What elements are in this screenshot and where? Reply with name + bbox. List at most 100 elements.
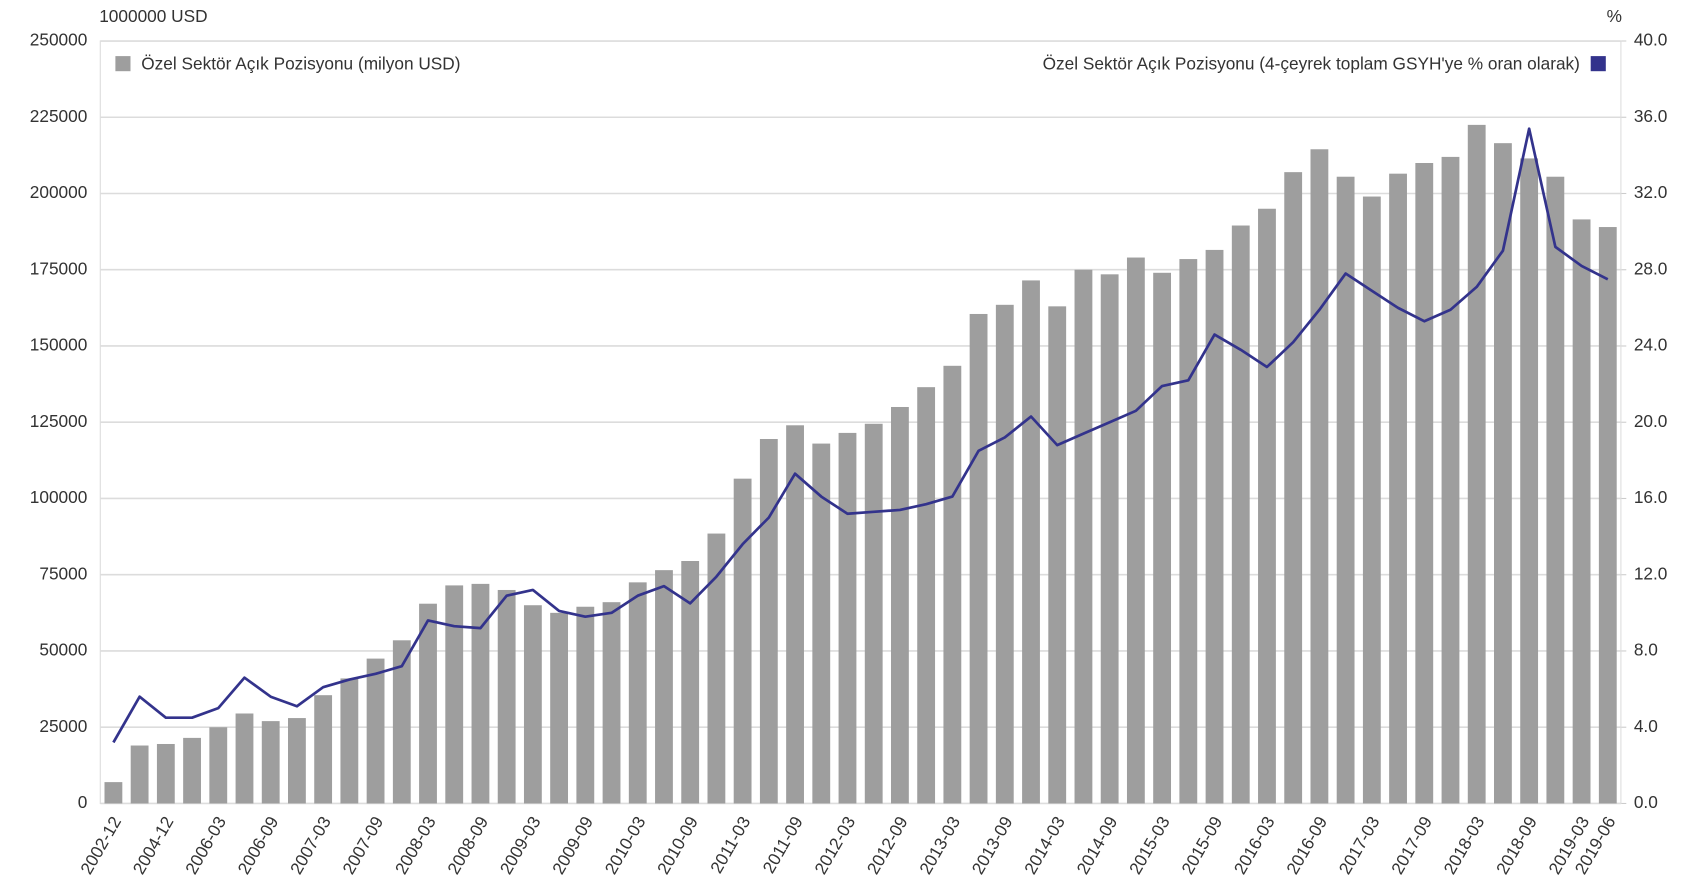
bar xyxy=(392,640,411,804)
y-tick-label: 75000 xyxy=(39,563,87,583)
bar xyxy=(681,561,700,804)
y-tick-label: 225000 xyxy=(30,106,88,126)
bar xyxy=(340,678,359,804)
y2-tick-label: 40.0 xyxy=(1634,30,1668,50)
x-tick-label: 2010-03 xyxy=(601,813,650,878)
x-tick-label: 2008-03 xyxy=(391,813,440,878)
x-tick-label: 2016-09 xyxy=(1282,813,1331,878)
bar xyxy=(183,737,201,804)
bar xyxy=(104,782,123,804)
bar xyxy=(156,743,175,804)
x-tick-label: 2002-12 xyxy=(76,813,125,878)
bar xyxy=(1389,173,1407,804)
bar xyxy=(314,695,333,804)
legend-swatch xyxy=(1590,56,1606,72)
legend-swatch xyxy=(115,56,131,72)
bar xyxy=(288,718,306,804)
bar xyxy=(838,432,857,804)
y2-unit-label: % xyxy=(1607,6,1622,26)
bar xyxy=(812,443,831,804)
bar xyxy=(917,387,936,804)
bar xyxy=(1310,149,1329,804)
y2-tick-label: 28.0 xyxy=(1634,258,1668,278)
x-tick-label: 2015-09 xyxy=(1177,813,1226,878)
y-tick-label: 150000 xyxy=(30,335,88,355)
y2-tick-label: 0.0 xyxy=(1634,792,1658,812)
legend-label: Özel Sektör Açık Pozisyonu (4-çeyrek top… xyxy=(1043,53,1580,73)
bar xyxy=(261,721,280,804)
bar xyxy=(1205,249,1224,804)
x-tick-label: 2007-09 xyxy=(338,813,387,878)
bar xyxy=(1284,172,1303,804)
y2-tick-label: 12.0 xyxy=(1634,563,1668,583)
bar xyxy=(523,605,542,804)
bar xyxy=(602,602,621,804)
y-unit-label: 1000000 USD xyxy=(99,6,207,26)
y2-tick-label: 32.0 xyxy=(1634,182,1668,202)
bar xyxy=(1048,306,1067,804)
x-tick-label: 2017-09 xyxy=(1387,813,1436,878)
x-tick-label: 2015-03 xyxy=(1125,813,1174,878)
x-tick-label: 2012-03 xyxy=(810,813,859,878)
x-tick-label: 2007-03 xyxy=(286,813,335,878)
y-tick-label: 175000 xyxy=(30,258,88,278)
bar xyxy=(1074,269,1093,804)
bar xyxy=(497,589,516,804)
y-tick-label: 125000 xyxy=(30,411,88,431)
bar xyxy=(1572,219,1591,804)
y2-tick-label: 16.0 xyxy=(1634,487,1668,507)
y2-tick-label: 8.0 xyxy=(1634,640,1658,660)
x-tick-label: 2018-03 xyxy=(1439,813,1488,878)
x-tick-label: 2013-09 xyxy=(968,813,1017,878)
x-tick-label: 2017-03 xyxy=(1335,813,1384,878)
bar xyxy=(995,304,1014,804)
bar xyxy=(891,406,909,804)
bar xyxy=(1100,274,1119,804)
x-tick-label: 2009-09 xyxy=(548,813,597,878)
bar xyxy=(1126,257,1145,804)
bar xyxy=(1520,158,1539,804)
y-tick-label: 250000 xyxy=(30,30,88,50)
bar xyxy=(707,533,726,804)
bar xyxy=(786,425,804,804)
x-tick-label: 2006-03 xyxy=(181,813,230,878)
x-tick-label: 2016-03 xyxy=(1230,813,1279,878)
bar xyxy=(943,365,962,804)
legend-label: Özel Sektör Açık Pozisyonu (milyon USD) xyxy=(141,53,460,73)
x-tick-label: 2008-09 xyxy=(443,813,492,878)
bar xyxy=(655,570,673,804)
x-tick-label: 2014-09 xyxy=(1072,813,1121,878)
bar xyxy=(1179,259,1198,804)
y2-tick-label: 24.0 xyxy=(1634,335,1668,355)
bar xyxy=(628,582,647,804)
bar xyxy=(1546,176,1565,804)
bar xyxy=(1415,162,1434,804)
x-tick-label: 2010-09 xyxy=(653,813,702,878)
bar xyxy=(1336,176,1355,804)
bar xyxy=(1231,225,1250,804)
bar xyxy=(130,745,149,804)
x-tick-label: 2014-03 xyxy=(1020,813,1069,878)
bar xyxy=(1494,143,1512,804)
y-tick-label: 50000 xyxy=(39,640,87,660)
x-tick-label: 2011-09 xyxy=(758,813,806,877)
bar xyxy=(733,478,752,804)
y2-tick-label: 20.0 xyxy=(1634,411,1668,431)
x-tick-label: 2011-03 xyxy=(706,813,754,877)
y2-tick-label: 36.0 xyxy=(1634,106,1668,126)
y-tick-label: 0 xyxy=(78,792,88,812)
bar xyxy=(366,658,385,804)
x-tick-label: 2004-12 xyxy=(129,813,178,878)
x-tick-label: 2009-03 xyxy=(496,813,545,878)
y-tick-label: 25000 xyxy=(39,716,87,736)
bar xyxy=(445,585,464,804)
bar xyxy=(1258,208,1276,804)
bar xyxy=(864,423,883,804)
bar xyxy=(209,727,228,804)
bar xyxy=(969,313,988,804)
line xyxy=(112,127,1609,744)
y-tick-label: 200000 xyxy=(30,182,88,202)
bar xyxy=(550,612,569,804)
bar xyxy=(576,606,595,804)
